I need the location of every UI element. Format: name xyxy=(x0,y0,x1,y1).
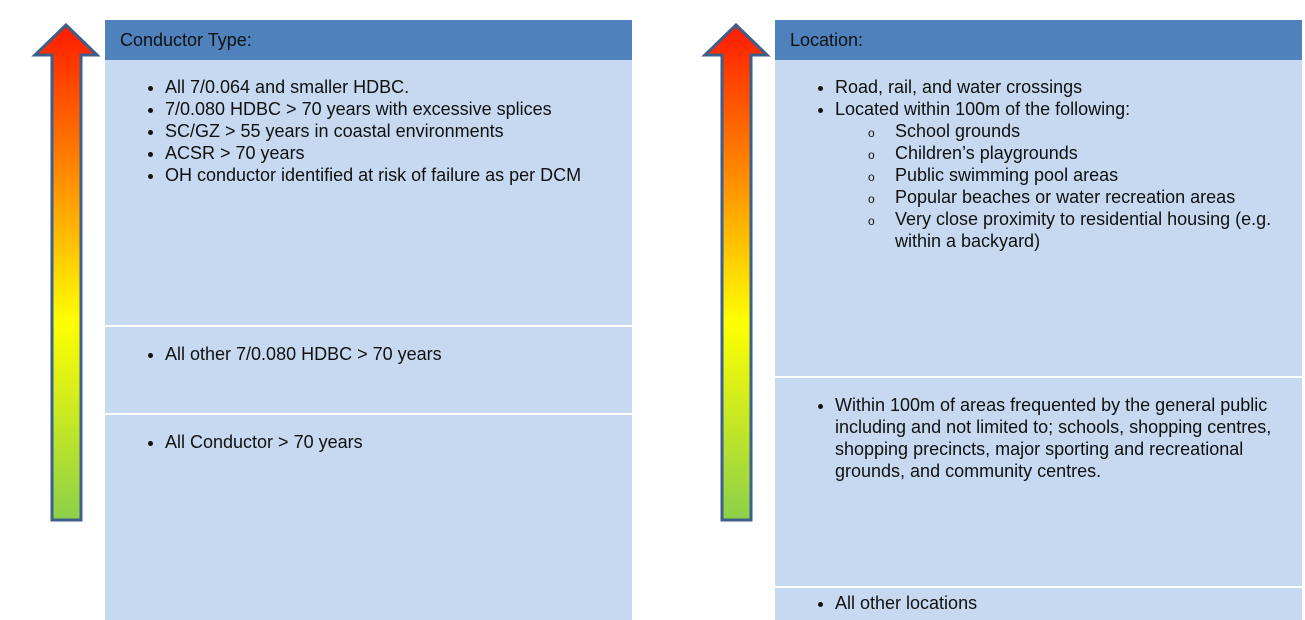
item-text: 7/0.080 HDBC > 70 years with excessive s… xyxy=(165,99,552,119)
bullet-item: Located within 100m of the following:Sch… xyxy=(835,98,1290,252)
bullet-item: SC/GZ > 55 years in coastal environments xyxy=(165,120,620,142)
sub-item: Children’s playgrounds xyxy=(868,142,1290,166)
sub-item: Popular beaches or water recreation area… xyxy=(868,186,1290,210)
bullet-list: All other locations xyxy=(775,592,1290,614)
section: Within 100m of areas frequented by the g… xyxy=(775,378,1302,588)
item-text: ACSR > 70 years xyxy=(165,143,305,163)
bullet-item: All Conductor > 70 years xyxy=(165,431,620,453)
section: All Conductor > 70 years xyxy=(105,415,632,620)
section: All 7/0.064 and smaller HDBC.7/0.080 HDB… xyxy=(105,60,632,327)
priority-arrow xyxy=(701,22,771,522)
bullet-list: Within 100m of areas frequented by the g… xyxy=(775,394,1290,482)
section: Road, rail, and water crossingsLocated w… xyxy=(775,60,1302,378)
item-text: Within 100m of areas frequented by the g… xyxy=(835,395,1272,481)
bullet-item: All 7/0.064 and smaller HDBC. xyxy=(165,76,620,98)
bullet-item: Within 100m of areas frequented by the g… xyxy=(835,394,1290,482)
panel-header: Location: xyxy=(775,20,1302,60)
item-text: Road, rail, and water crossings xyxy=(835,77,1083,97)
bullet-item: 7/0.080 HDBC > 70 years with excessive s… xyxy=(165,98,620,120)
bullet-item: Road, rail, and water crossings xyxy=(835,76,1290,98)
section: All other 7/0.080 HDBC > 70 years xyxy=(105,327,632,415)
item-text: All other locations xyxy=(835,593,978,613)
panel-header: Conductor Type: xyxy=(105,20,632,60)
bullet-item: All other 7/0.080 HDBC > 70 years xyxy=(165,343,620,365)
bullet-list: All 7/0.064 and smaller HDBC.7/0.080 HDB… xyxy=(105,76,620,186)
sub-item: Public swimming pool areas xyxy=(868,164,1290,188)
sub-item: Very close proximity to residential hous… xyxy=(868,208,1290,252)
item-text: All 7/0.064 and smaller HDBC. xyxy=(165,77,410,97)
bullet-list: All other 7/0.080 HDBC > 70 years xyxy=(105,343,620,365)
section: All other locations xyxy=(775,588,1302,620)
bullet-item: All other locations xyxy=(835,592,1290,614)
item-text: OH conductor identified at risk of failu… xyxy=(165,165,582,185)
panel: Conductor Type: All 7/0.064 and smaller H… xyxy=(105,20,632,620)
sub-item: School grounds xyxy=(868,120,1290,144)
item-text: All other 7/0.080 HDBC > 70 years xyxy=(165,344,442,364)
item-text: Located within 100m of the following: xyxy=(835,99,1131,119)
item-text: SC/GZ > 55 years in coastal environments xyxy=(165,121,504,141)
bullet-item: ACSR > 70 years xyxy=(165,142,620,164)
priority-arrow xyxy=(31,22,101,522)
bullet-list: Road, rail, and water crossingsLocated w… xyxy=(775,76,1290,252)
sub-list: School groundsChildren’s playgroundsPubl… xyxy=(835,120,1290,252)
bullet-item: OH conductor identified at risk of failu… xyxy=(165,164,620,186)
panel: Location: Road, rail, and water crossings… xyxy=(775,20,1302,620)
bullet-list: All Conductor > 70 years xyxy=(105,431,620,453)
item-text: All Conductor > 70 years xyxy=(165,432,363,452)
